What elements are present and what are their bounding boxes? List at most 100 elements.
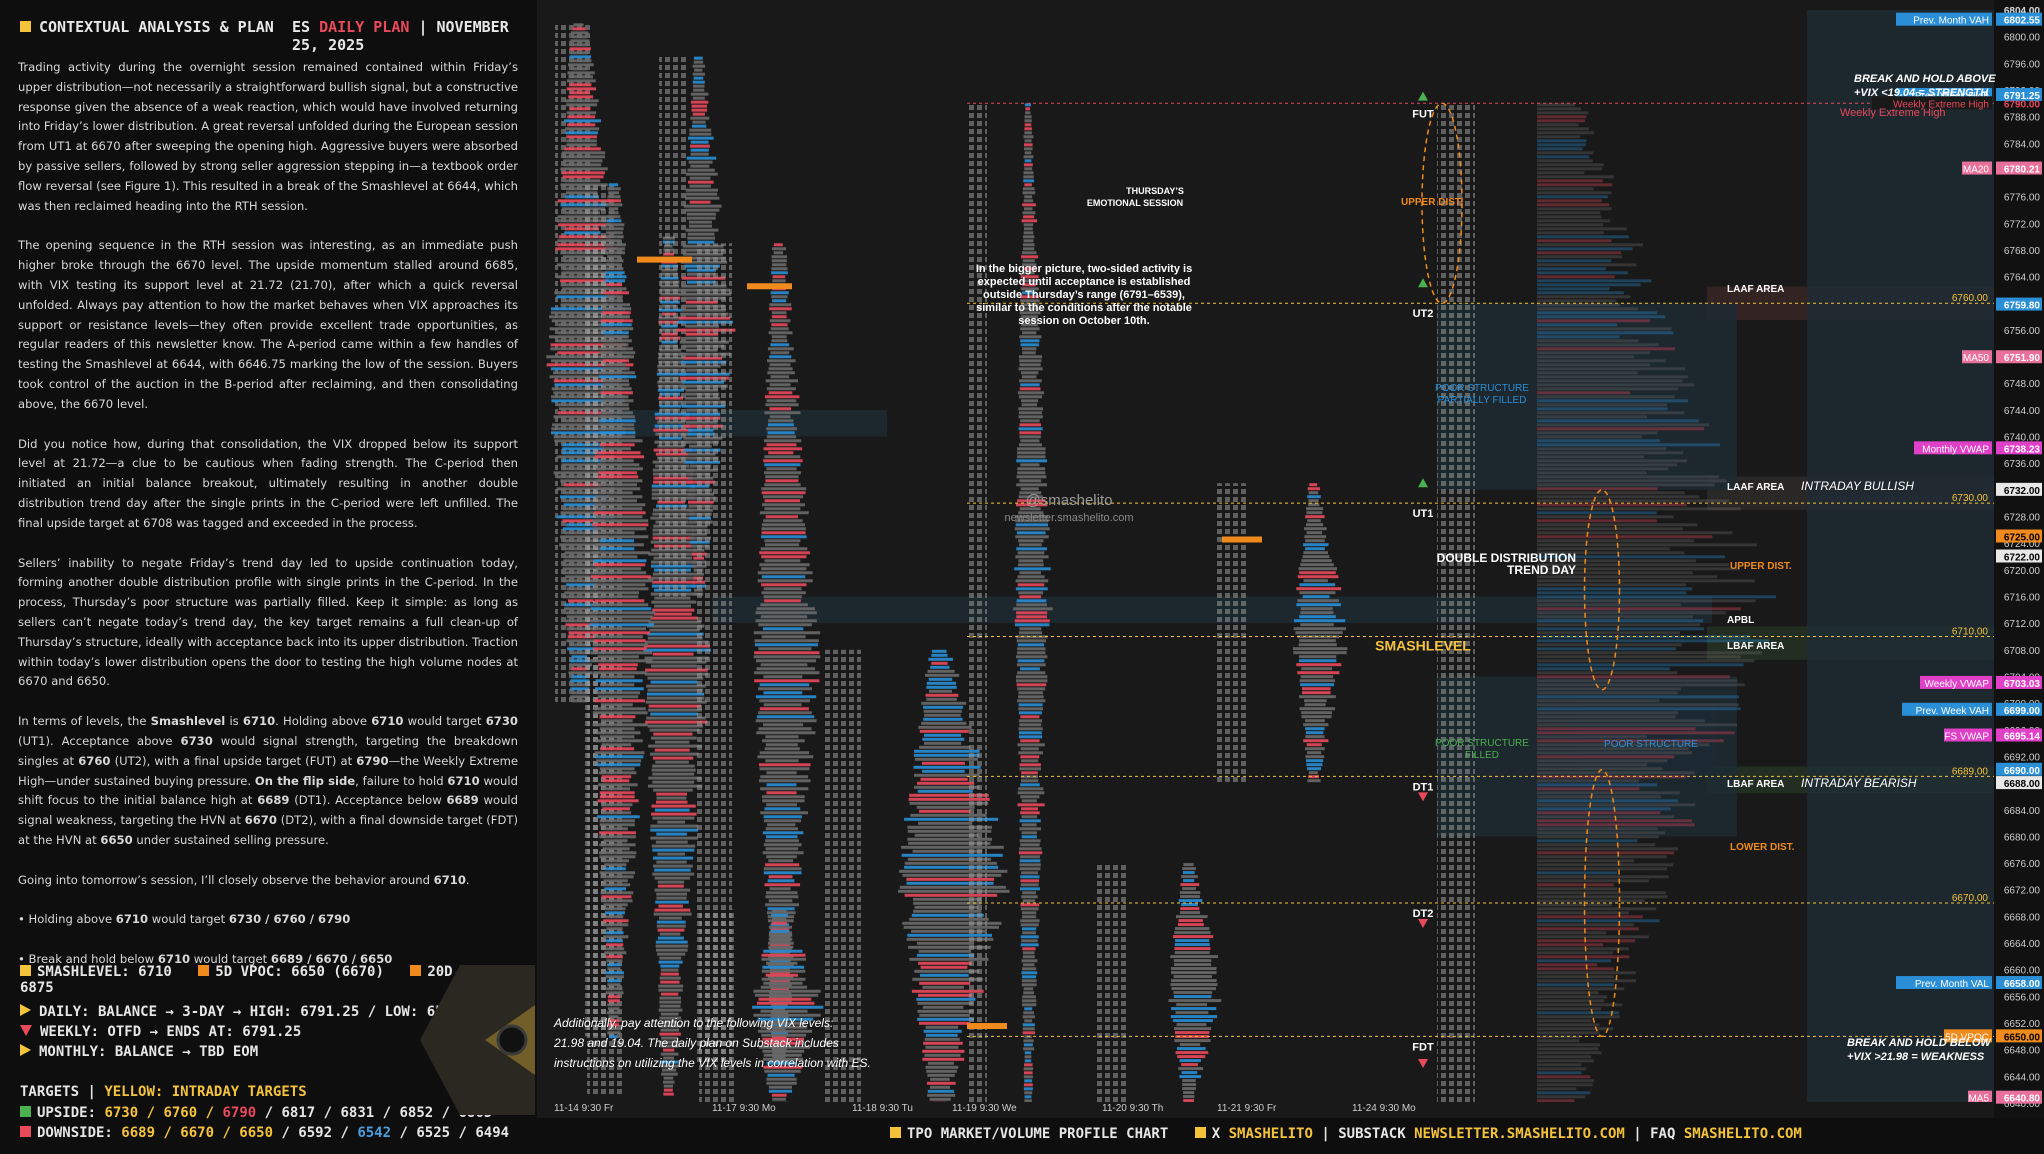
axis-tag-label-bg	[1962, 161, 1992, 175]
profile-bar	[911, 989, 984, 993]
profile-bar	[1300, 563, 1334, 567]
profile-bar	[567, 123, 596, 127]
profile-bar	[659, 956, 682, 960]
profile-bar	[760, 663, 808, 667]
profile-bar	[1304, 703, 1326, 707]
profile-bar	[770, 375, 790, 379]
profile-bar	[607, 967, 621, 971]
target-label: DT2	[1413, 908, 1434, 920]
profile-bar	[1537, 635, 1751, 639]
profile-bar	[692, 112, 705, 116]
axis-tag-label: Prev. Month VAL	[1915, 979, 1990, 990]
x-handle-link[interactable]: SMASHELITO	[1228, 1126, 1313, 1142]
profile-bar	[754, 993, 819, 997]
profile-bar	[1302, 687, 1331, 691]
profile-bar	[1019, 311, 1041, 315]
profile-bar	[1020, 307, 1040, 311]
profile-bar	[649, 752, 699, 756]
profile-bar	[761, 957, 806, 961]
profile-bar	[644, 640, 709, 644]
profile-bar	[569, 659, 591, 663]
profile-bar	[1305, 719, 1325, 723]
profile-bar	[569, 55, 592, 59]
profile-bar	[922, 1049, 965, 1053]
profile-bar	[1018, 711, 1042, 715]
profile-bar	[649, 628, 700, 632]
profile-bar	[1179, 911, 1201, 915]
profile-bar	[598, 783, 638, 787]
profile-bar	[601, 811, 632, 815]
profile-bar	[1537, 435, 1642, 439]
profile-bar	[1537, 751, 1693, 755]
profile-bar	[645, 660, 707, 664]
profile-bar	[1306, 531, 1323, 535]
profile-bar	[1179, 1059, 1201, 1063]
profile-bar	[920, 965, 968, 969]
target-label: UT2	[1413, 308, 1434, 320]
axis-tag-label: Weekly VWAP	[1925, 679, 1990, 690]
profile-bar	[650, 836, 698, 840]
profile-bar	[651, 812, 697, 816]
profile-bar	[1537, 987, 1625, 991]
profile-bar	[1537, 451, 1684, 455]
profile-bar	[760, 787, 809, 791]
profile-bar	[1537, 875, 1669, 879]
profile-bar	[598, 851, 637, 855]
profile-bar	[773, 243, 783, 247]
profile-bar	[1021, 959, 1038, 963]
profile-bar	[1537, 663, 1744, 667]
profile-bar	[1020, 667, 1040, 671]
profile-bar	[1015, 523, 1049, 527]
profile-11-14-hist-letters	[659, 56, 689, 597]
profile-bar	[597, 591, 639, 595]
profile-bar	[593, 527, 647, 531]
profile-bar	[604, 951, 627, 955]
profile-bar	[907, 933, 993, 937]
profile-bar	[1021, 799, 1037, 803]
faq-link[interactable]: SMASHELITO.COM	[1683, 1126, 1802, 1142]
profile-bar	[601, 323, 632, 327]
profile-bar	[769, 991, 792, 995]
profile-bar	[760, 985, 808, 989]
substack-link[interactable]: NEWSLETTER.SMASHELITO.COM	[1414, 1126, 1625, 1142]
profile-bar	[771, 295, 788, 299]
profile-bar	[602, 383, 630, 387]
profile-bar	[1018, 591, 1044, 595]
profile-bar	[1020, 783, 1040, 787]
triangle-down-icon	[1418, 919, 1428, 929]
profile-bar	[1537, 483, 1715, 487]
profile-bar	[1300, 683, 1335, 687]
profile-bar	[1018, 539, 1044, 543]
profile-bar	[1016, 611, 1048, 615]
profile-bar	[595, 479, 643, 483]
profile-bar	[1015, 515, 1049, 519]
profile-bar	[600, 747, 635, 751]
profile-bar	[599, 855, 636, 859]
profile-bar	[660, 992, 679, 996]
profile-bar	[601, 387, 632, 391]
profile-bar	[1537, 727, 1696, 731]
profile-bar	[909, 957, 989, 961]
profile-bar	[921, 761, 965, 765]
profile-bar	[1022, 211, 1036, 215]
profile-bar	[659, 1000, 682, 1004]
axis-tag-label: 5D VPOC	[1945, 1032, 1989, 1043]
profile-bar	[1019, 859, 1041, 863]
target-label: FUT	[1412, 108, 1434, 120]
profile-bar	[1537, 279, 1652, 283]
profile-bar	[686, 212, 716, 216]
profile-bar	[764, 747, 800, 751]
y-tick-label: 6740.00	[2004, 433, 2041, 444]
profile-bar	[1023, 227, 1033, 231]
profile-bar	[762, 799, 805, 803]
profile-bar	[763, 459, 803, 463]
profile-bar	[771, 259, 787, 263]
profile-bar	[1537, 919, 1660, 923]
profile-bar	[1013, 607, 1053, 611]
profile-bar	[1175, 1035, 1209, 1039]
profile-bar	[1537, 175, 1614, 179]
profile-bar	[755, 611, 817, 615]
profile-bar	[1024, 139, 1032, 143]
profile-bar	[1537, 1043, 1601, 1047]
lbaf-area-label: LBAF AREA	[1727, 779, 1784, 790]
